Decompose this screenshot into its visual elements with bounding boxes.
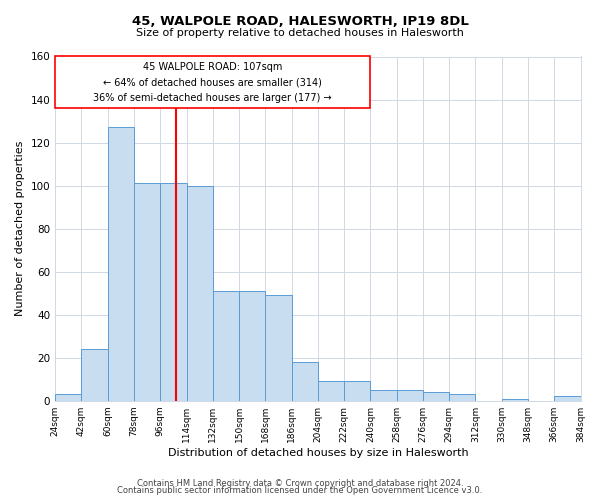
Bar [108,128,134,400]
Bar [502,398,528,400]
Bar [134,184,160,400]
X-axis label: Distribution of detached houses by size in Halesworth: Distribution of detached houses by size … [167,448,468,458]
Bar [239,291,265,401]
Bar [370,390,397,400]
Text: 45 WALPOLE ROAD: 107sqm
← 64% of detached houses are smaller (314)
36% of semi-d: 45 WALPOLE ROAD: 107sqm ← 64% of detache… [94,62,332,103]
FancyBboxPatch shape [55,56,370,108]
Bar [318,382,344,400]
Y-axis label: Number of detached properties: Number of detached properties [15,141,25,316]
Bar [554,396,581,400]
Bar [82,349,108,401]
Bar [55,394,82,400]
Bar [344,382,370,400]
Text: Contains public sector information licensed under the Open Government Licence v3: Contains public sector information licen… [118,486,482,495]
Bar [160,184,187,400]
Text: Contains HM Land Registry data © Crown copyright and database right 2024.: Contains HM Land Registry data © Crown c… [137,478,463,488]
Bar [292,362,318,401]
Text: 45, WALPOLE ROAD, HALESWORTH, IP19 8DL: 45, WALPOLE ROAD, HALESWORTH, IP19 8DL [131,15,469,28]
Bar [265,296,292,401]
Bar [397,390,423,400]
Bar [213,291,239,401]
Bar [423,392,449,400]
Bar [449,394,475,400]
Bar [187,186,213,400]
Text: Size of property relative to detached houses in Halesworth: Size of property relative to detached ho… [136,28,464,38]
